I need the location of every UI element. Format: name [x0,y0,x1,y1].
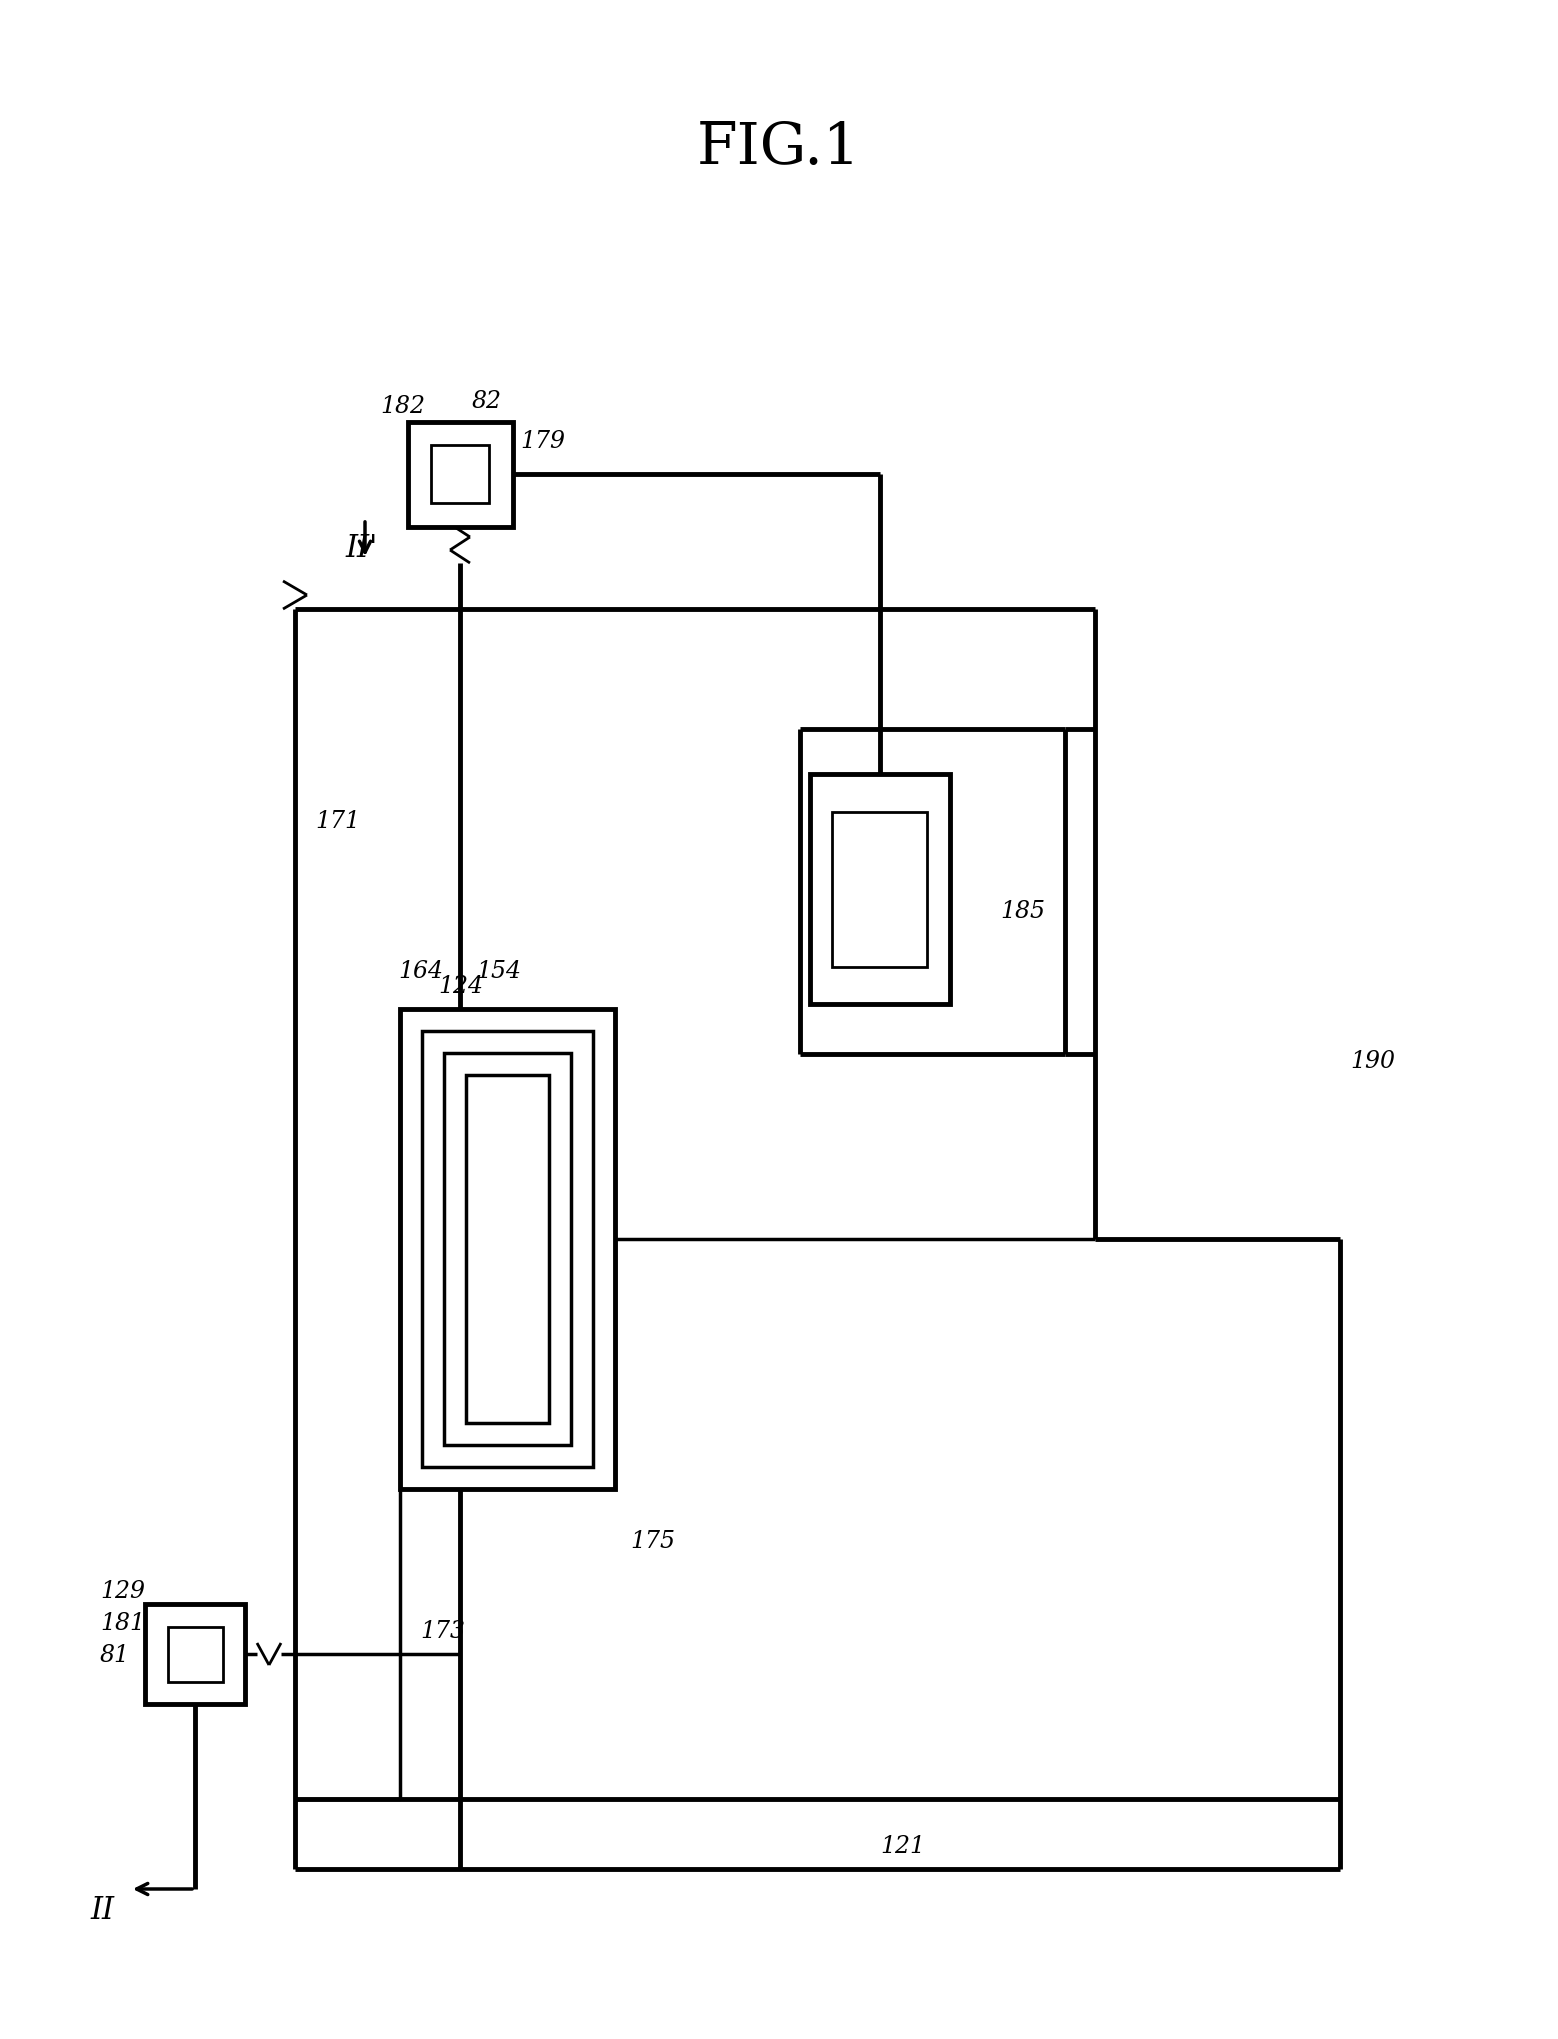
Text: 175: 175 [629,1529,675,1552]
Text: 190: 190 [1349,1050,1394,1073]
Bar [832,812,927,966]
Bar [145,1605,245,1705]
Text: FIG.1: FIG.1 [696,120,862,175]
Text: 164: 164 [397,960,442,983]
Bar [408,422,513,528]
Text: 121: 121 [880,1835,925,1858]
Text: 154: 154 [477,960,520,983]
Bar [432,447,489,504]
Text: 129: 129 [100,1580,145,1603]
Text: 179: 179 [520,430,566,453]
Text: 185: 185 [1000,899,1045,922]
Bar [810,775,950,1005]
Bar [168,1627,223,1682]
Text: II': II' [344,532,377,563]
Text: 81: 81 [100,1643,129,1666]
Bar [400,1009,615,1488]
Text: 82: 82 [472,389,502,412]
Text: 171: 171 [315,809,360,832]
Bar [466,1075,548,1423]
Text: II: II [90,1894,114,1925]
Text: 124: 124 [438,975,483,997]
Text: 181: 181 [100,1611,145,1633]
Text: 182: 182 [380,396,425,418]
Bar [422,1032,594,1468]
Text: 173: 173 [421,1619,464,1641]
Bar [444,1054,570,1446]
